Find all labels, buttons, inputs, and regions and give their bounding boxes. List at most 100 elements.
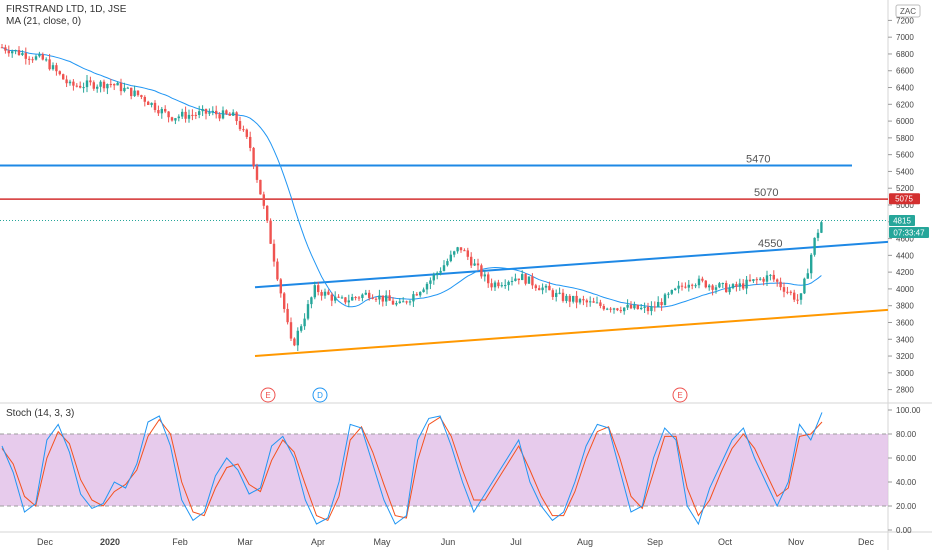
candle-body-219 (745, 279, 748, 289)
candle-body-6 (21, 53, 24, 55)
stoch-k-line[interactable] (1, 412, 823, 526)
candle-body-124 (422, 289, 425, 293)
time-tick-label-0: Dec (37, 537, 54, 547)
candle-body-19 (65, 79, 68, 84)
candle-body-39 (133, 90, 136, 97)
candle-body-160 (544, 285, 548, 288)
symbol-legend[interactable]: FIRSTRAND LTD, 1D, JSE (6, 4, 127, 15)
candle-body-186 (633, 304, 636, 309)
candle-body-92 (313, 285, 316, 298)
candle-body-73 (249, 136, 252, 148)
candle-body-131 (446, 261, 449, 266)
candle-body-238 (810, 254, 813, 274)
candle-body-11 (38, 54, 41, 57)
candle-body-87 (296, 330, 299, 346)
candle-body-102 (347, 300, 350, 303)
price-tick-label-1: 7000 (896, 33, 914, 42)
event-marker-0 (260, 387, 276, 403)
candle-body-161 (548, 285, 551, 291)
candle-body-232 (789, 291, 792, 293)
candle-body-223 (759, 278, 762, 280)
candle-body-4 (14, 50, 17, 52)
level-price-tag (889, 193, 920, 205)
candle-body-139 (473, 263, 476, 266)
candle-body-63 (215, 110, 218, 115)
currency-badge[interactable] (895, 4, 921, 18)
price-tick-label-3: 6600 (896, 67, 914, 76)
candle-body-22 (75, 85, 78, 87)
time-tick-label-6: Jun (441, 537, 456, 547)
lower-channel-line[interactable] (254, 308, 889, 358)
candle-body-86 (293, 338, 296, 346)
candle-body-166 (565, 295, 568, 301)
candle-body-79 (269, 220, 272, 244)
candle-body-113 (385, 295, 388, 302)
candle-body-65 (221, 110, 225, 119)
candle-body-71 (242, 129, 245, 131)
countdown-tag (889, 227, 929, 239)
candle-body-47 (160, 108, 163, 114)
candle-body-231 (786, 291, 789, 293)
candle-body-168 (572, 295, 575, 302)
candle-body-118 (402, 301, 405, 303)
candle-body-25 (85, 80, 89, 88)
upper-channel-line[interactable] (254, 240, 889, 289)
candle-body-156 (531, 276, 534, 286)
moving-average-line[interactable] (1, 46, 822, 308)
candle-body-135 (459, 247, 463, 251)
candle-body-123 (419, 292, 422, 296)
candle-body-2 (7, 50, 10, 54)
candle-body-34 (116, 82, 119, 86)
candle-body-188 (640, 307, 643, 310)
time-tick-label-1: 2020 (100, 537, 120, 547)
candle-body-138 (470, 256, 473, 266)
time-tick-label-2: Feb (172, 537, 188, 547)
candle-body-192 (653, 306, 656, 308)
candle-body-180 (612, 308, 616, 310)
candle-body-164 (558, 292, 561, 294)
candle-body-126 (429, 280, 432, 284)
stoch-tick-label-4: 20.00 (896, 502, 917, 511)
candle-body-13 (45, 59, 48, 61)
candle-body-101 (344, 297, 347, 303)
candle-body-48 (164, 108, 167, 112)
candle-body-149 (507, 281, 510, 286)
candle-body-228 (776, 279, 779, 282)
candle-body-189 (643, 306, 646, 308)
candle-body-99 (337, 296, 340, 298)
price-tick-label-17: 3800 (896, 302, 914, 311)
candle-body-45 (153, 102, 157, 111)
candle-body-141 (480, 265, 483, 277)
candle-body-32 (109, 84, 112, 86)
candle-body-127 (432, 274, 435, 281)
candle-body-208 (708, 285, 711, 288)
stoch-tick-label-3: 40.00 (896, 478, 917, 487)
candle-body-51 (174, 118, 177, 121)
candle-body-16 (55, 65, 58, 72)
candle-body-57 (194, 114, 197, 116)
stoch-d-line[interactable] (1, 416, 823, 522)
candle-body-50 (170, 117, 174, 121)
candle-body-81 (276, 261, 279, 280)
candle-body-49 (167, 111, 170, 118)
currency-label: ZAC (900, 7, 916, 16)
candle-body-165 (561, 292, 565, 301)
price-tick-label-14: 4400 (896, 251, 914, 260)
candle-body-240 (816, 232, 820, 238)
candle-body-88 (300, 326, 303, 331)
candle-body-72 (245, 129, 248, 137)
annotation-4550: 4550 (758, 238, 782, 250)
candle-body-104 (354, 297, 357, 299)
candle-body-109 (371, 297, 374, 299)
candle-body-177 (602, 306, 605, 310)
candle-body-183 (623, 307, 626, 312)
price-tick-label-0: 7200 (896, 16, 914, 25)
stoch-legend[interactable]: Stoch (14, 3, 3) (6, 408, 75, 419)
price-tick-label-4: 6400 (896, 84, 914, 93)
candle-body-237 (806, 273, 809, 279)
ma-legend[interactable]: MA (21, close, 0) (6, 16, 82, 27)
candle-body-209 (711, 285, 714, 290)
candles[interactable] (0, 43, 823, 352)
